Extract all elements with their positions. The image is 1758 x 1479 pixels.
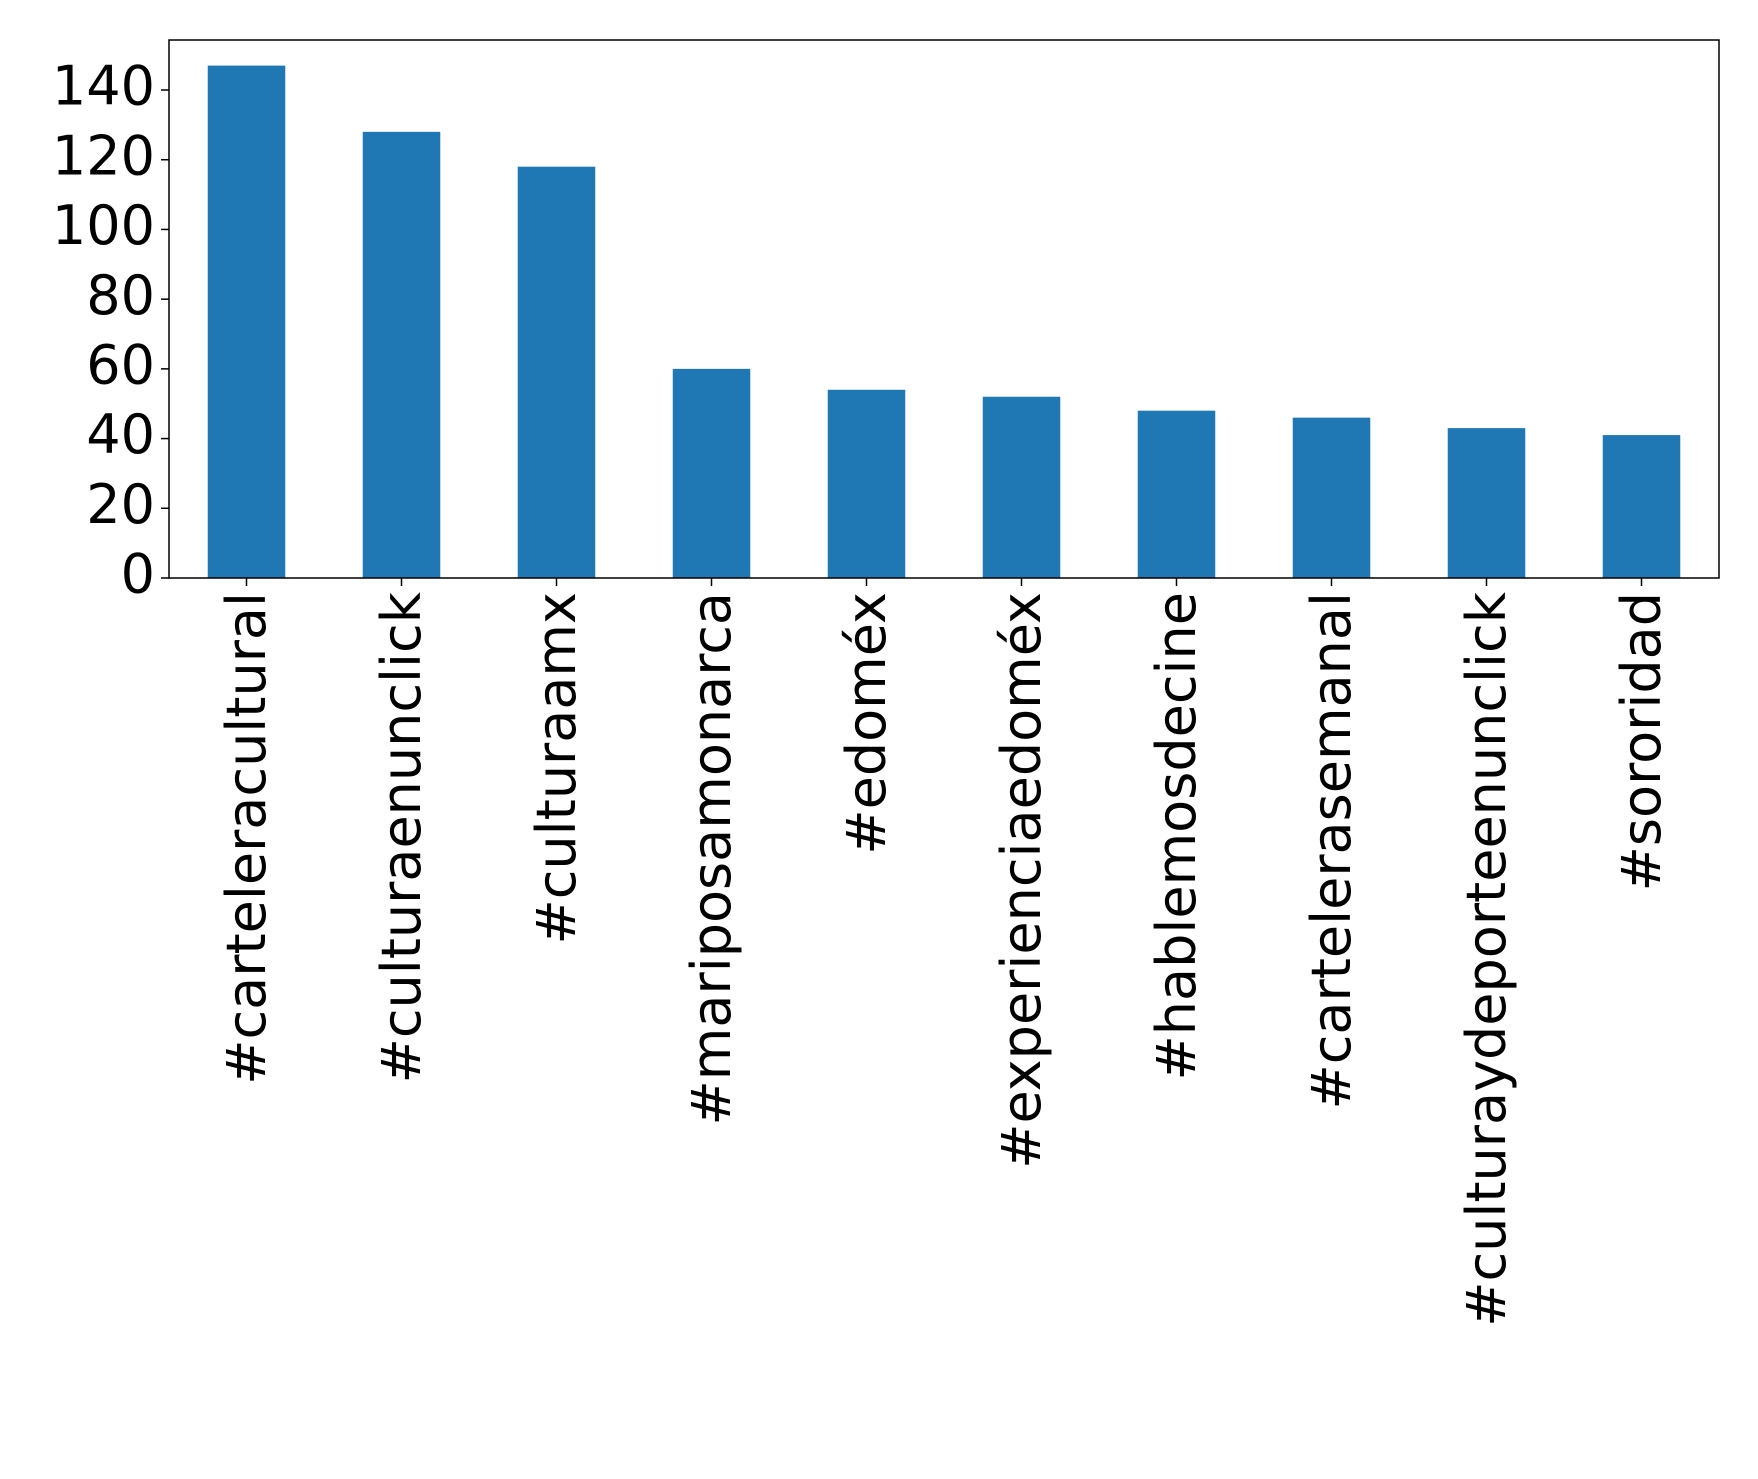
bar bbox=[1292, 417, 1371, 578]
bar bbox=[517, 166, 596, 579]
x-tick-label: #culturaenunclick bbox=[370, 591, 433, 1083]
plot-frame bbox=[168, 39, 1720, 579]
y-tick-label: 120 bbox=[52, 124, 155, 187]
y-tick-label: 80 bbox=[86, 264, 155, 327]
x-tick-label: #carteleracultural bbox=[215, 592, 278, 1085]
x-tick-label: #experienciaedoméx bbox=[990, 592, 1053, 1169]
bar bbox=[982, 396, 1061, 578]
bar bbox=[362, 131, 441, 578]
y-tick-label: 40 bbox=[86, 403, 155, 466]
x-tick-label: #cartelerasemanal bbox=[1300, 592, 1363, 1110]
x-tick-label: #culturaamx bbox=[525, 592, 588, 945]
x-tick-label: #culturaydeporteenunclick bbox=[1455, 591, 1518, 1327]
x-tick-label: #sororidad bbox=[1610, 592, 1673, 891]
y-tick-label: 140 bbox=[52, 55, 155, 118]
bar bbox=[1602, 435, 1681, 578]
x-tick-label: #edoméx bbox=[835, 592, 898, 855]
y-tick-label: 20 bbox=[86, 473, 155, 536]
bar bbox=[1137, 410, 1216, 578]
y-tick-label: 100 bbox=[52, 194, 155, 257]
bar bbox=[207, 65, 286, 579]
bar bbox=[672, 368, 751, 578]
bar bbox=[827, 389, 906, 578]
x-tick-label: #hablemosdecine bbox=[1145, 592, 1208, 1080]
x-tick-label: #mariposamonarca bbox=[680, 592, 743, 1125]
y-tick-label: 0 bbox=[121, 543, 155, 606]
bar bbox=[1447, 428, 1526, 578]
y-tick-label: 60 bbox=[86, 334, 155, 397]
